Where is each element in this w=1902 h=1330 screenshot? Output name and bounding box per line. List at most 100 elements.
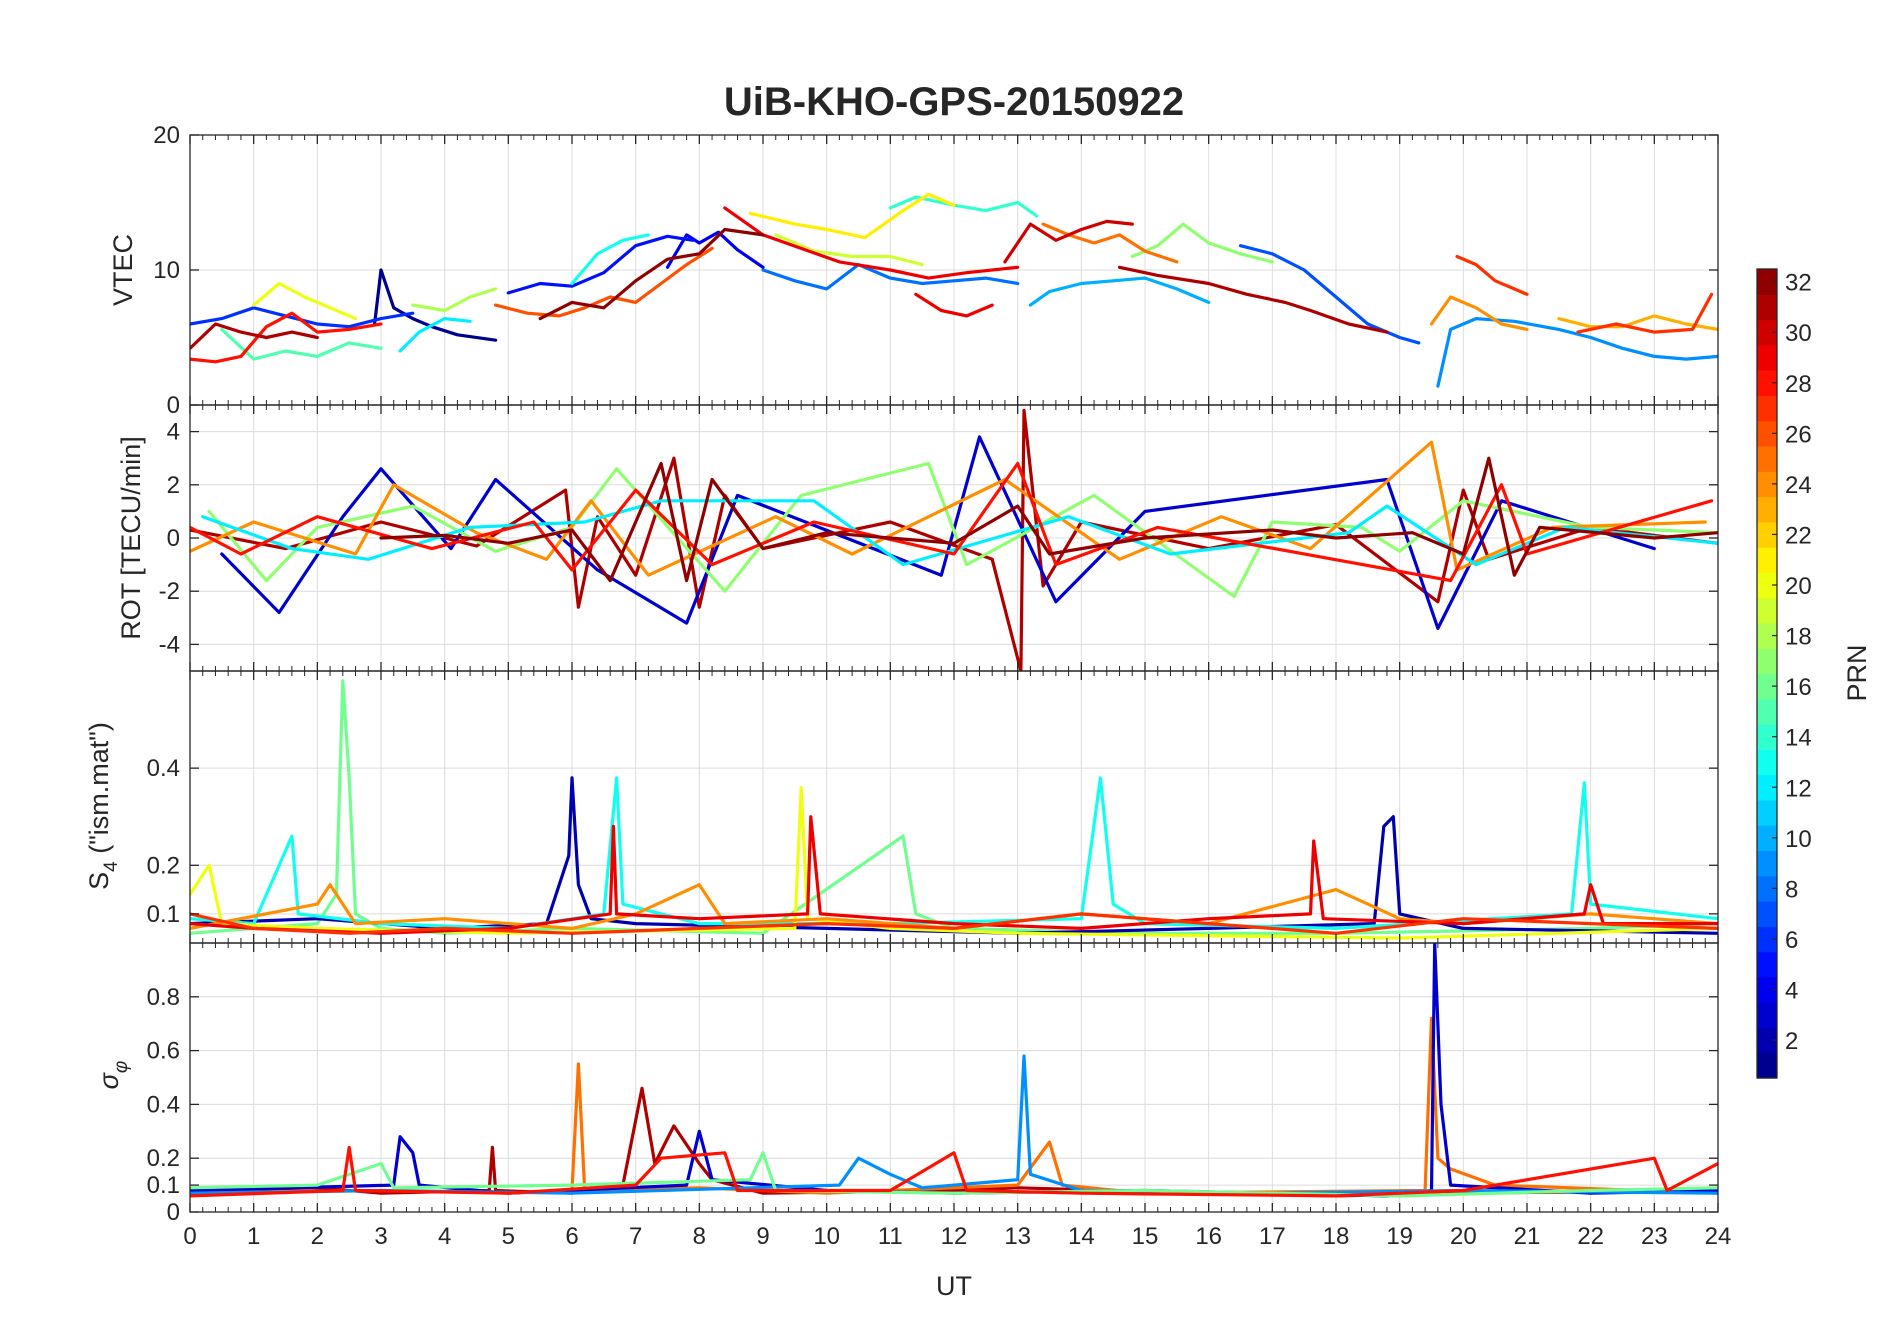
- vtec-y-tick-label: 20: [153, 122, 180, 149]
- x-tick-label: 3: [374, 1223, 387, 1250]
- vtec-trace-prn-14: [888, 195, 1039, 218]
- sigma-y-tick-label: 0.4: [147, 1091, 180, 1118]
- x-axis-label: UT: [936, 1271, 972, 1301]
- colorbar-tick-label: 30: [1785, 320, 1812, 347]
- sigma-y-tick-label: 0.1: [147, 1172, 180, 1199]
- x-tick-label: 17: [1259, 1223, 1286, 1250]
- colorbar-cell-prn-11: [1757, 799, 1777, 826]
- colorbar-tick-label: 8: [1785, 876, 1798, 903]
- colorbar-frame: [1756, 268, 1778, 1079]
- colorbar-tick-label: 28: [1785, 371, 1812, 398]
- vtec-trace-prn-5: [506, 234, 695, 295]
- rot-y-tick-label: -2: [159, 578, 180, 605]
- x-tick-label: 21: [1514, 1223, 1541, 1250]
- colorbar-tick-label: 26: [1785, 421, 1812, 448]
- x-tick-label: 15: [1132, 1223, 1159, 1250]
- vtec-trace-prn-26: [494, 246, 714, 318]
- vtec-trace-prn-15: [220, 327, 383, 361]
- colorbar-cell-prn-26: [1757, 420, 1777, 447]
- colorbar-cell-prn-3: [1757, 1002, 1777, 1029]
- x-tick-label: 18: [1323, 1223, 1350, 1250]
- colorbar-cell-prn-21: [1757, 547, 1777, 573]
- vtec-trace-prn-28: [190, 311, 383, 364]
- colorbar-tick-label: 32: [1785, 270, 1812, 297]
- colorbar-cell-prn-1: [1757, 1052, 1777, 1079]
- rot-y-tick-label: 0: [167, 525, 180, 552]
- x-tick-label: 16: [1195, 1223, 1222, 1250]
- x-tick-labels: 0 1 2 3 4 5 6 7 8 9 10 11 12 13 14 15 16 17 18 19 20 21 22 23 24: [183, 1223, 1731, 1250]
- colorbar-cell-prn-31: [1757, 294, 1777, 321]
- s4-axis-label: S4 ("ism.mat"): [84, 722, 122, 890]
- sigma-panel: 00.10.2 0.4 0.6 0.8 σφ: [94, 942, 1719, 1226]
- colorbar-tick-label: 6: [1785, 927, 1798, 954]
- rot-trace-prn-31: [190, 408, 1718, 671]
- x-tick-label: 1: [247, 1223, 260, 1250]
- colorbar-cell-prn-4: [1757, 976, 1777, 1003]
- x-tick-label: 11: [878, 1223, 903, 1250]
- s4-axis-label-main: S: [84, 872, 114, 890]
- colorbar-cell-prn-10: [1757, 825, 1777, 852]
- sigma-y-tick-label: 0.6: [147, 1038, 180, 1065]
- sigma-y-tick-label: 0.8: [147, 984, 180, 1011]
- s4-panel: 0.1 0.2 0.4 S4 ("ism.mat"): [84, 670, 1719, 944]
- x-tick-label: 4: [438, 1223, 451, 1250]
- x-tick-label: 19: [1386, 1223, 1413, 1250]
- vtec-y-tick-label: 10: [153, 257, 180, 284]
- colorbar-cell-prn-32: [1757, 269, 1777, 295]
- chart-title: UiB-KHO-GPS-20150922: [724, 80, 1184, 124]
- rot-panel: -4 -2 0 2 4 ROT [TECU/min]: [116, 404, 1719, 672]
- colorbar-cell-prn-13: [1757, 749, 1777, 776]
- rot-trace-prn-3: [220, 435, 1656, 630]
- colorbar-cell-prn-2: [1757, 1027, 1777, 1054]
- x-tick-label: 0: [183, 1223, 196, 1250]
- colorbar-tick-label: 12: [1785, 775, 1812, 802]
- vtec-trace-prn-30: [1003, 219, 1134, 264]
- rot-y-tick-label: 2: [167, 472, 180, 499]
- x-tick-label: 10: [813, 1223, 840, 1250]
- colorbar-tick-label: 2: [1785, 1028, 1798, 1055]
- x-tick-label: 7: [629, 1223, 642, 1250]
- vtec-trace-prn-17: [1130, 222, 1274, 264]
- x-tick-label: 20: [1450, 1223, 1477, 1250]
- s4-y-tick-label: 0.1: [147, 901, 180, 928]
- rot-trace-prn-12: [201, 499, 1718, 567]
- sigma-axis-label-subscript: φ: [111, 1061, 132, 1073]
- sigma-y-tick-label: 0: [167, 1199, 180, 1226]
- colorbar-cell-prn-19: [1757, 597, 1777, 624]
- vtec-trace-prn-23: [1557, 314, 1718, 331]
- colorbar-cell-prn-8: [1757, 875, 1777, 902]
- x-tick-label: 24: [1705, 1223, 1732, 1250]
- vtec-trace-prn-24: [1429, 295, 1529, 331]
- vtec-trace-prn-8: [761, 263, 1020, 291]
- colorbar-cell-prn-18: [1757, 622, 1777, 649]
- x-tick-label: 2: [311, 1223, 324, 1250]
- colorbar-tick-label: 20: [1785, 573, 1812, 600]
- colorbar-tick-label: 14: [1785, 725, 1812, 752]
- vtec-trace-prn-31: [1117, 265, 1389, 334]
- vtec-trace-prn-19: [774, 233, 924, 267]
- rot-trace-prn-17: [207, 461, 1718, 599]
- rot-y-tick-label: 4: [167, 419, 180, 446]
- colorbar-cell-prn-23: [1757, 496, 1777, 523]
- colorbar-cell-prn-15: [1757, 698, 1777, 725]
- x-tick-label: 6: [565, 1223, 578, 1250]
- colorbar-cell-prn-14: [1757, 724, 1777, 750]
- colorbar-tick-label: 4: [1785, 978, 1798, 1005]
- vtec-trace-prn-31: [190, 322, 319, 350]
- s4-trace-prn-24: [190, 883, 1718, 930]
- vtec-trace-prn-32: [538, 227, 765, 321]
- vtec-trace-prn-12: [398, 317, 472, 353]
- x-tick-label: 13: [1004, 1223, 1031, 1250]
- s4-trace-prn-29: [190, 815, 1718, 935]
- vtec-trace-prn-29: [914, 292, 994, 318]
- s4-axis-label-rest: ("ism.mat"): [84, 722, 114, 861]
- colorbar-cell-prn-9: [1757, 850, 1777, 877]
- x-tick-label: 23: [1641, 1223, 1668, 1250]
- colorbar-cell-prn-6: [1757, 926, 1777, 953]
- colorbar-cell-prn-28: [1757, 370, 1777, 397]
- colorbar-cell-prn-24: [1757, 471, 1777, 498]
- sigma-trace-prn-16: [190, 1151, 1718, 1198]
- vtec-trace-prn-21: [748, 192, 956, 240]
